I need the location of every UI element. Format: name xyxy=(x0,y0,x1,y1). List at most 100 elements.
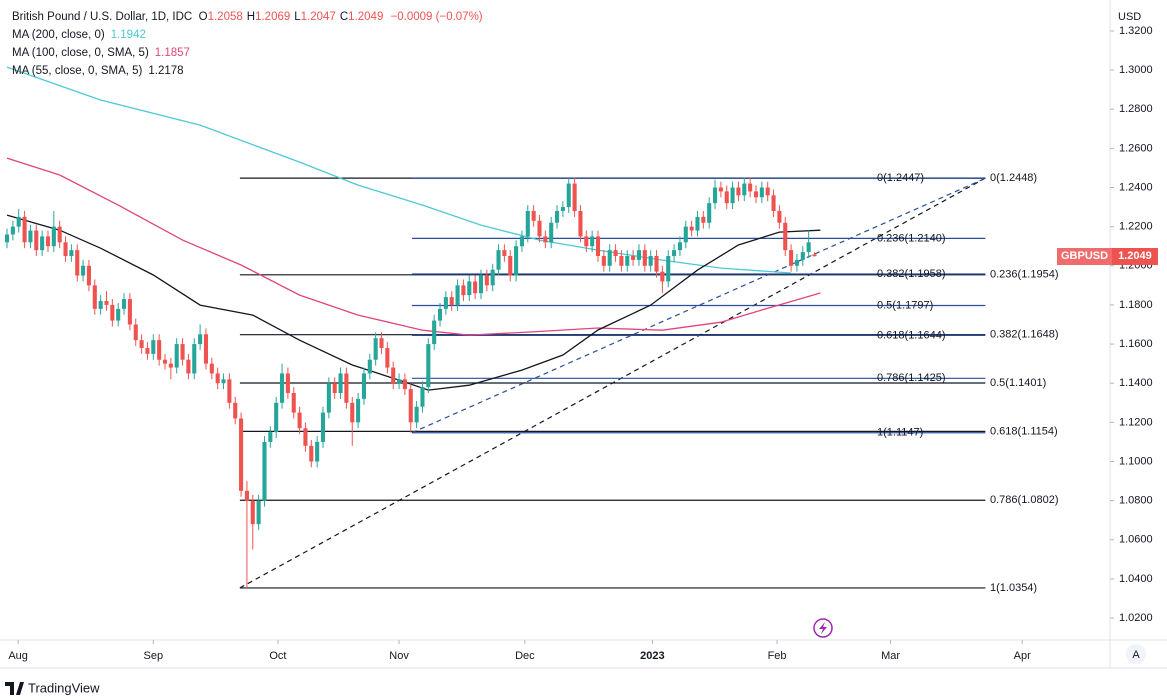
fib-label: 0.786(1.0802) xyxy=(990,494,1059,506)
x-tick-label: Dec xyxy=(515,650,535,662)
candle-body xyxy=(227,379,232,403)
indicator-value: 1.1857 xyxy=(154,47,190,59)
candle-body xyxy=(473,281,478,294)
candle-body xyxy=(765,187,770,196)
indicator-name: MA (200, close, 0) xyxy=(12,29,105,41)
candle-body xyxy=(203,334,209,364)
candle-body xyxy=(75,250,80,276)
candle-body xyxy=(426,344,431,388)
candle-body xyxy=(168,363,173,368)
candle-body xyxy=(127,299,132,325)
candle-body xyxy=(28,230,33,243)
x-tick-label: Nov xyxy=(389,650,409,662)
candle-body xyxy=(162,359,168,364)
candle-body xyxy=(595,236,601,256)
candle-body xyxy=(356,398,361,423)
candle-body xyxy=(566,183,571,208)
alert-icon[interactable] xyxy=(813,618,833,638)
ma-line xyxy=(6,66,792,274)
ohlc-value: 1.2058 xyxy=(207,11,243,23)
candle-body xyxy=(531,210,536,221)
candle-body xyxy=(361,373,367,399)
candle-body xyxy=(45,236,51,247)
candle-body xyxy=(397,379,402,384)
fib-label: 0.382(1.1648) xyxy=(990,329,1059,341)
x-tick-label: Mar xyxy=(881,650,900,662)
candle-body xyxy=(81,265,86,276)
candle-body xyxy=(315,441,320,462)
candle-body xyxy=(537,220,542,237)
y-tick-label: 1.2200 xyxy=(1119,221,1153,233)
candle-body xyxy=(642,250,647,266)
ma-line xyxy=(6,157,821,336)
ohlc-value: 1.2069 xyxy=(255,11,291,23)
candle-body xyxy=(601,256,606,266)
ohlc-key: O xyxy=(198,11,208,23)
x-tick-label: Aug xyxy=(8,650,28,662)
scale-button-label[interactable]: A xyxy=(1132,649,1140,661)
fib-label: 0(1.2448) xyxy=(990,172,1037,184)
change: −0.0009 (−0.07%) xyxy=(390,11,483,23)
candle-body xyxy=(250,500,255,525)
indicator-name: MA (100, close, 0, SMA, 5) xyxy=(12,47,149,59)
candle-body xyxy=(648,256,653,266)
candle-body xyxy=(309,445,314,462)
indicator-name: MA (55, close, 0, SMA, 5) xyxy=(12,65,143,77)
candle-body xyxy=(151,340,156,354)
candle-body xyxy=(560,207,565,211)
candle-body xyxy=(279,373,285,403)
candle-body xyxy=(707,203,712,223)
candle-body xyxy=(701,216,706,223)
candle-body xyxy=(408,389,413,423)
candle-body xyxy=(391,367,396,384)
candle-body xyxy=(584,236,589,247)
candle-body xyxy=(10,226,15,235)
candle-body xyxy=(636,250,642,260)
candle-body xyxy=(800,252,805,260)
candle-body xyxy=(478,275,484,294)
candle-body xyxy=(51,226,56,247)
candle-body xyxy=(695,216,700,231)
candle-body xyxy=(332,383,337,394)
candle-body xyxy=(794,259,800,266)
y-tick-label: 1.0400 xyxy=(1119,573,1153,585)
candle-body xyxy=(34,230,39,251)
plot-area: 0(1.2448) 0.236(1.1954) 0.382(1.1648) 0.5(1… xyxy=(4,66,1059,594)
fib-label: 0(1.2447) xyxy=(877,172,924,184)
candle-body xyxy=(525,210,530,237)
candle-body xyxy=(303,428,308,446)
candle-body xyxy=(16,216,21,227)
candle-body xyxy=(40,236,45,251)
indicator-value: 1.1942 xyxy=(110,29,146,41)
ohlc: O1.2058 H1.2069 L1.2047 C1.2049 xyxy=(199,11,388,23)
y-tick-label: 1.2800 xyxy=(1119,103,1153,115)
candle-body xyxy=(285,373,290,394)
scale-button[interactable] xyxy=(1126,644,1146,664)
candle-body xyxy=(519,236,524,247)
candle-body xyxy=(22,216,27,243)
candle-body xyxy=(683,226,688,243)
candle-body xyxy=(180,344,185,360)
candle-body xyxy=(502,250,507,256)
y-tick-label: 1.1200 xyxy=(1119,416,1153,428)
candle-body xyxy=(186,359,191,374)
price-badge: GBPUSD 1.2049 xyxy=(1057,247,1158,265)
candle-body xyxy=(490,269,495,286)
candle-body xyxy=(122,299,127,309)
candle-body xyxy=(742,183,747,196)
candle-body xyxy=(730,187,735,204)
indicator-row: MA (100, close, 0, SMA, 5) 1.1857 xyxy=(12,47,190,59)
candle-body xyxy=(256,500,261,525)
candle-body xyxy=(174,344,179,368)
candle-body xyxy=(402,379,407,390)
candle-body xyxy=(57,226,62,243)
candle-body xyxy=(607,250,612,266)
candle-body xyxy=(350,402,355,423)
candle-body xyxy=(613,250,618,256)
candle-body xyxy=(192,344,197,374)
y-tick-label: 1.1400 xyxy=(1119,377,1153,389)
brand: TradingView xyxy=(28,680,100,695)
indicator-value: 1.2178 xyxy=(148,65,184,77)
ohlc-key: C xyxy=(339,11,349,23)
candle-body xyxy=(625,256,630,266)
